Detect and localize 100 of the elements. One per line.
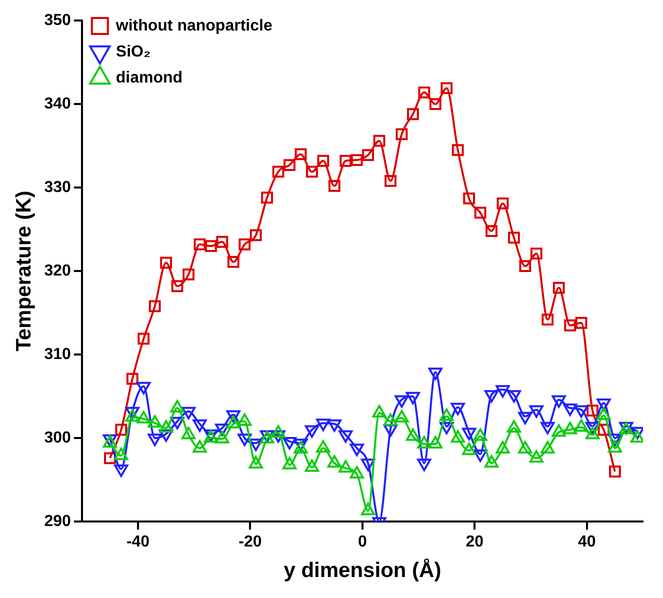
point (530, 248, 542, 260)
y-tick-label: 310 (44, 346, 71, 364)
point (486, 225, 498, 237)
point (248, 456, 263, 468)
point (284, 159, 296, 172)
point (338, 460, 353, 473)
point (630, 430, 643, 443)
point (552, 424, 566, 437)
point (261, 192, 274, 204)
point (362, 149, 374, 161)
point (148, 300, 161, 312)
point (407, 108, 419, 120)
point (484, 455, 499, 468)
point (126, 372, 138, 385)
point (406, 428, 420, 441)
legend-label: SiO₂ (116, 43, 151, 60)
point (238, 238, 251, 250)
point (205, 240, 217, 252)
point (473, 428, 488, 441)
point (372, 405, 386, 418)
point (529, 450, 544, 463)
point (474, 206, 486, 219)
point (440, 408, 454, 421)
point (518, 440, 532, 454)
point (114, 448, 128, 460)
point (282, 456, 297, 470)
point (396, 128, 408, 140)
point (540, 440, 555, 454)
point (463, 192, 476, 204)
point (160, 256, 172, 269)
point (417, 436, 432, 448)
point (384, 174, 396, 187)
x-axis-title: y dimension (Å) (284, 558, 442, 582)
x-tick-label: -40 (126, 534, 150, 551)
point (564, 319, 576, 332)
point (226, 416, 240, 428)
point (171, 280, 184, 292)
point (250, 229, 262, 242)
point (328, 180, 340, 192)
point (192, 440, 207, 453)
point (496, 198, 509, 210)
point (350, 154, 363, 166)
point (272, 166, 284, 178)
point (316, 440, 330, 453)
point (542, 314, 554, 326)
point (519, 260, 532, 272)
point (238, 413, 252, 426)
point (327, 455, 342, 468)
point (216, 236, 228, 248)
point (271, 425, 286, 438)
point (125, 409, 140, 422)
point (452, 144, 464, 156)
point (170, 400, 184, 413)
point (115, 424, 128, 436)
point (440, 82, 453, 94)
point (294, 148, 307, 160)
point (373, 134, 386, 147)
point (574, 419, 588, 432)
point (562, 422, 578, 434)
point (575, 316, 588, 329)
y-tick-label: 320 (44, 262, 71, 280)
y-tick-label: 340 (44, 96, 71, 113)
point (136, 410, 151, 424)
x-tick-label: 20 (466, 534, 484, 551)
point (360, 502, 376, 516)
point (418, 86, 430, 98)
x-tick-label: 0 (358, 534, 367, 551)
legend-label: without nanoparticle (114, 17, 272, 34)
point (159, 420, 174, 433)
point (215, 430, 230, 444)
point (586, 404, 598, 416)
point (194, 238, 206, 250)
x-tick-label: 40 (578, 534, 596, 551)
y-tick-label: 350 (44, 12, 71, 30)
point (227, 256, 240, 268)
point (340, 154, 352, 167)
point (181, 426, 196, 440)
y-axis-title: Temperature (K) (12, 190, 36, 352)
point (429, 98, 442, 110)
point (506, 420, 522, 433)
point (304, 459, 320, 472)
point (306, 166, 318, 178)
point (383, 413, 398, 426)
point (596, 408, 611, 420)
point (394, 410, 409, 423)
point (317, 154, 330, 167)
point (552, 282, 565, 294)
y-tick-label: 300 (44, 430, 71, 447)
point (508, 232, 520, 244)
point (598, 424, 610, 436)
point (496, 440, 510, 454)
point (585, 426, 600, 440)
y-tick-label: 330 (44, 179, 71, 196)
point (138, 332, 150, 345)
point (182, 268, 194, 280)
point (462, 442, 476, 456)
point (428, 436, 442, 448)
legend-label: diamond (116, 69, 183, 86)
point (148, 415, 162, 428)
x-tick-label: -20 (238, 534, 262, 551)
